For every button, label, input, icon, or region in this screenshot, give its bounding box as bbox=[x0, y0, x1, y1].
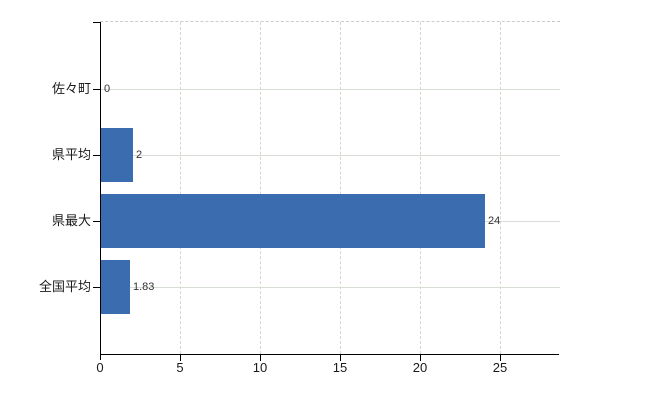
category-label-3: 全国平均 bbox=[38, 279, 91, 294]
x-tick-label: 0 bbox=[96, 360, 104, 375]
x-axis bbox=[100, 354, 559, 355]
x-tick-label: 15 bbox=[332, 360, 348, 375]
h-gridline bbox=[101, 155, 560, 156]
v-gridline bbox=[420, 22, 421, 354]
x-tick-label: 20 bbox=[412, 360, 428, 375]
h-gridline bbox=[101, 89, 560, 90]
x-tick-label: 10 bbox=[252, 360, 268, 375]
category-label-1: 県平均 bbox=[51, 147, 91, 162]
x-axis-tick bbox=[500, 355, 501, 361]
x-tick-label: 25 bbox=[492, 360, 508, 375]
bar-2[interactable] bbox=[101, 194, 485, 248]
plot-top-border bbox=[100, 21, 560, 22]
x-axis-tick bbox=[340, 355, 341, 361]
value-label-1: 2 bbox=[136, 149, 143, 161]
v-gridline bbox=[180, 22, 181, 354]
v-gridline bbox=[340, 22, 341, 354]
category-axis-tick bbox=[93, 155, 100, 156]
value-label-3: 1.83 bbox=[133, 281, 155, 293]
bar-1[interactable] bbox=[101, 128, 133, 182]
x-axis-tick bbox=[260, 355, 261, 361]
v-gridline bbox=[260, 22, 261, 354]
category-axis-tick bbox=[93, 89, 100, 90]
category-label-0: 佐々町 bbox=[51, 81, 91, 96]
v-gridline bbox=[500, 22, 501, 354]
category-axis-tick bbox=[93, 221, 100, 222]
category-axis-tick bbox=[93, 287, 100, 288]
x-tick-label: 5 bbox=[176, 360, 184, 375]
bar-3[interactable] bbox=[101, 260, 130, 314]
y-axis-end-tick bbox=[93, 22, 100, 23]
value-label-2: 24 bbox=[488, 215, 501, 227]
x-axis-tick bbox=[420, 355, 421, 361]
value-label-0: 0 bbox=[104, 83, 111, 95]
h-gridline bbox=[101, 287, 560, 288]
x-axis-tick bbox=[180, 355, 181, 361]
category-label-2: 県最大 bbox=[51, 213, 91, 228]
y-axis bbox=[100, 22, 101, 360]
